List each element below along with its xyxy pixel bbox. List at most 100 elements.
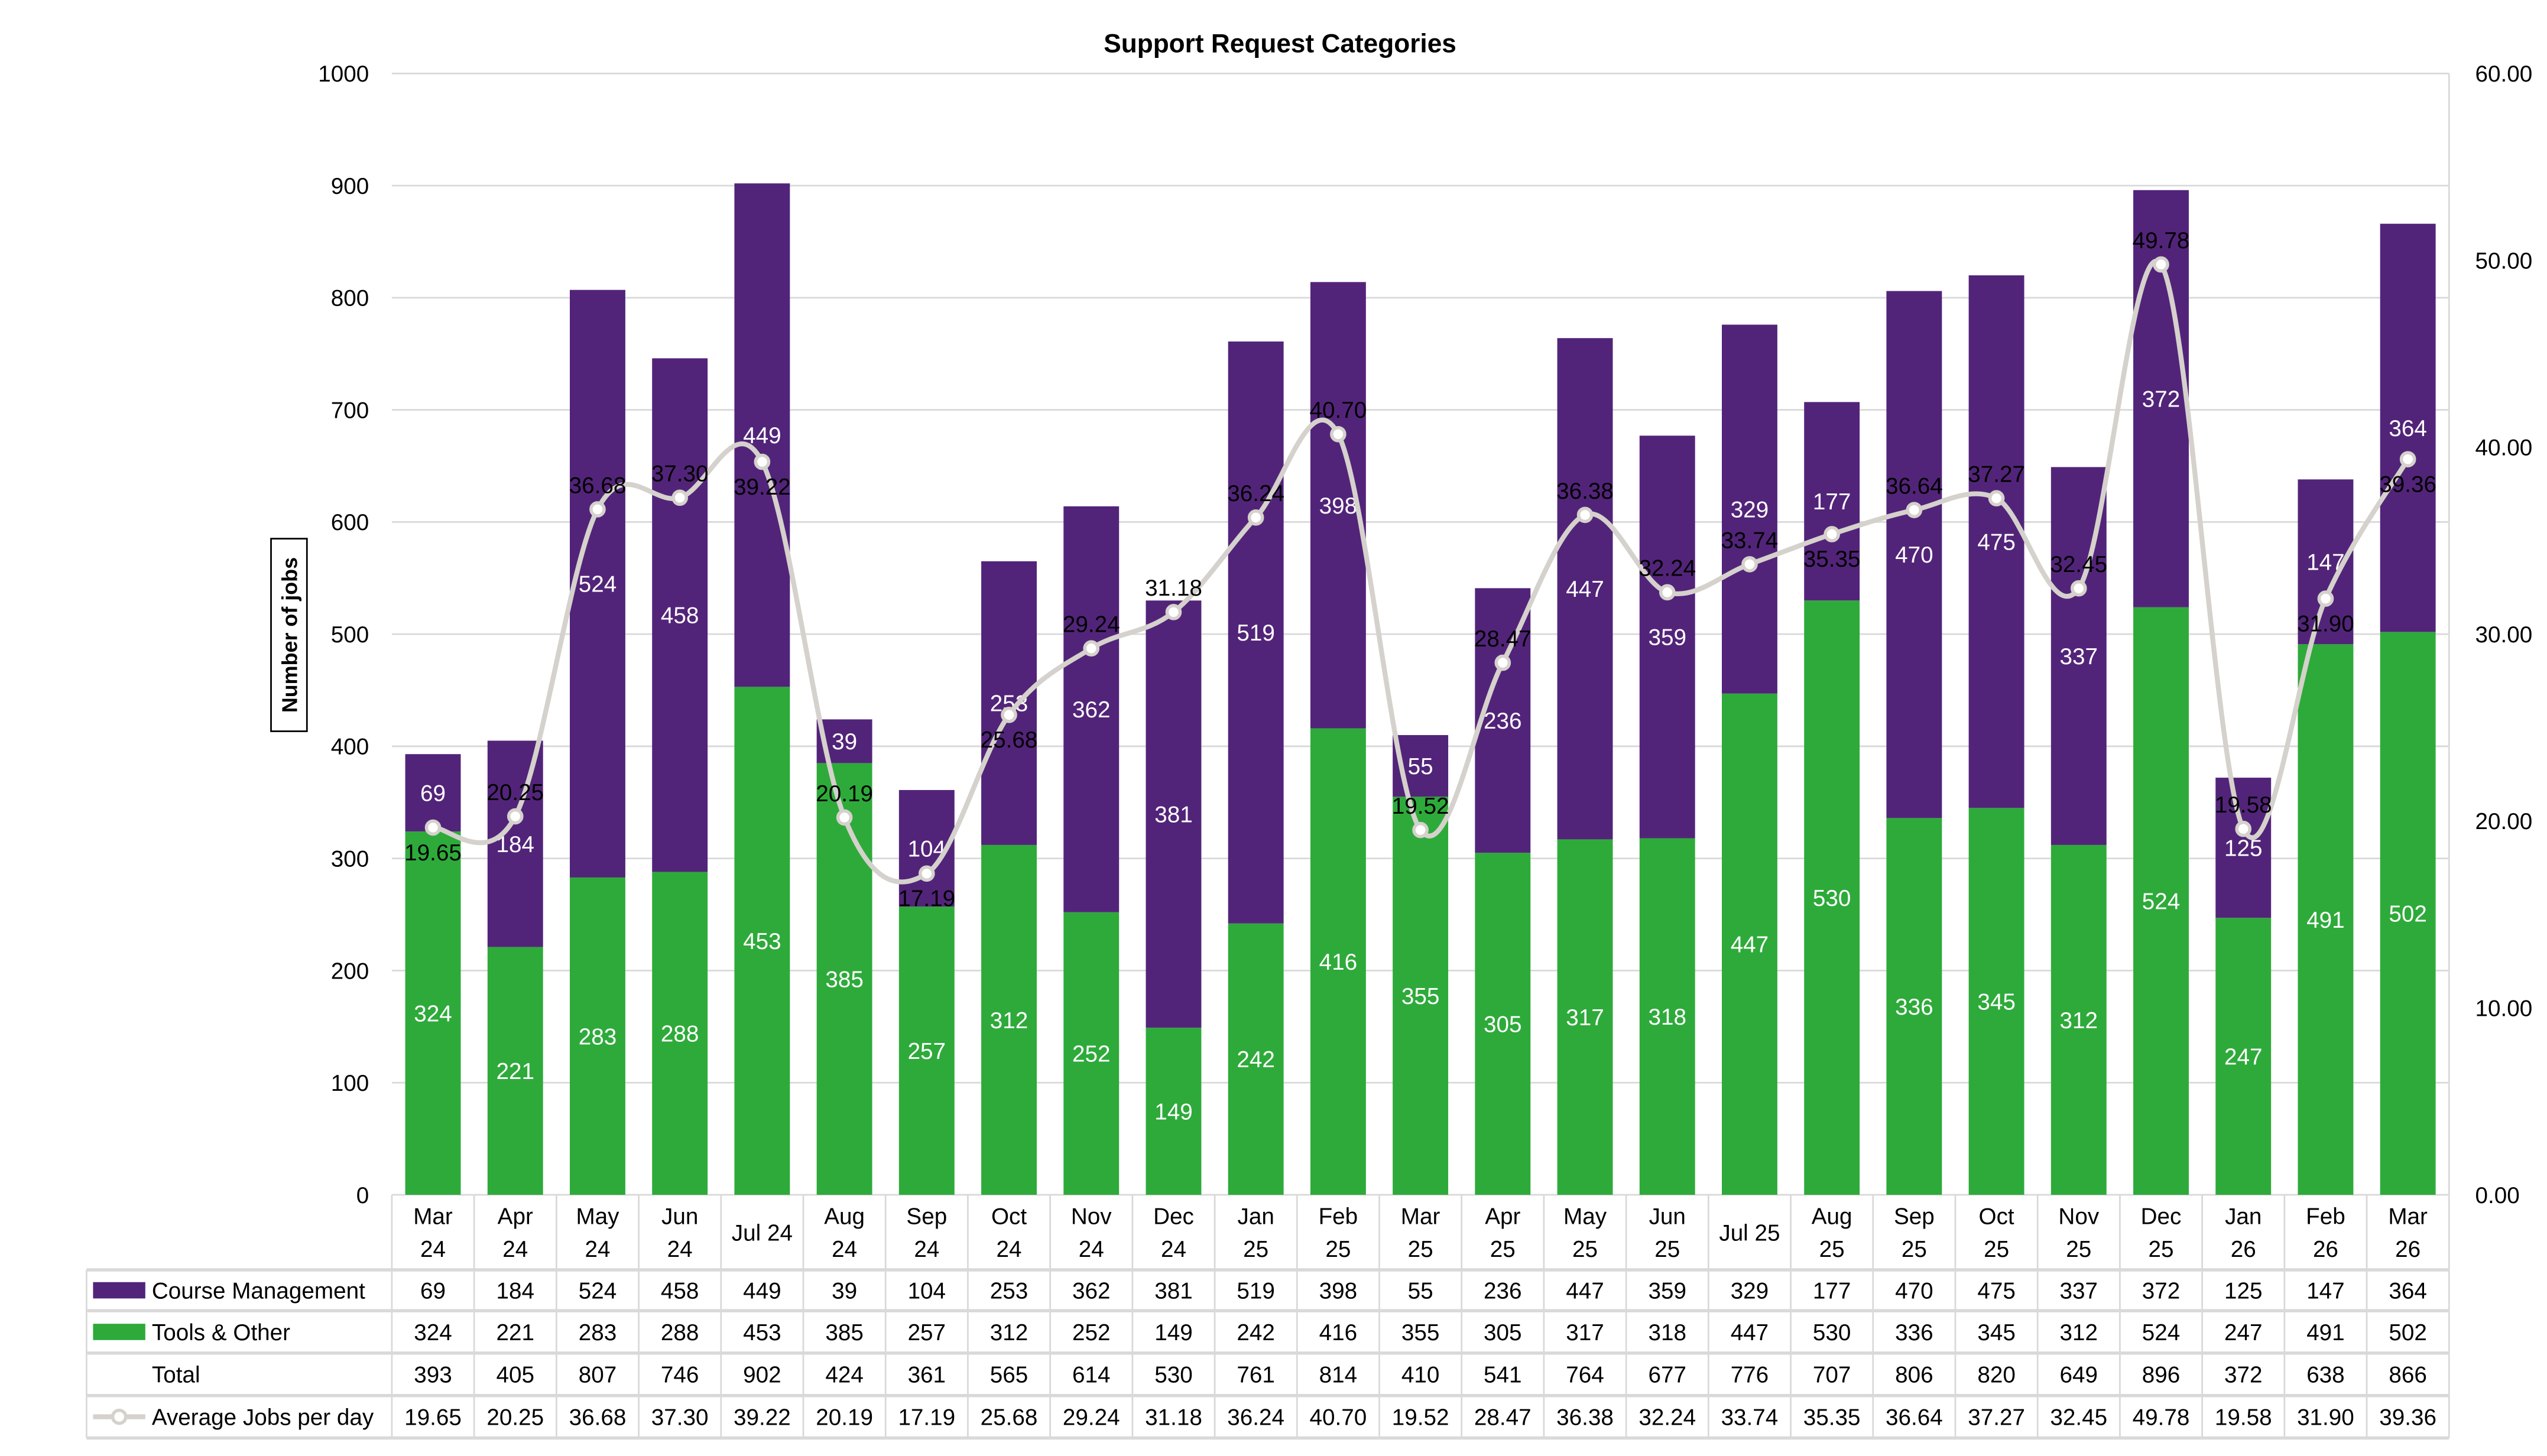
average-point: [1165, 604, 1182, 620]
table-cell: 385: [825, 1320, 864, 1346]
category-label: Mar: [1401, 1204, 1440, 1230]
bar-label-tools-other: 317: [1566, 1005, 1604, 1031]
category-label: Oct: [1979, 1204, 2014, 1230]
bar-label-tools-other: 149: [1154, 1099, 1193, 1124]
table-cell: 20.25: [486, 1405, 544, 1430]
table-cell: 69: [420, 1278, 446, 1304]
table-cell: 20.19: [816, 1405, 873, 1430]
average-data-label: 19.52: [1392, 794, 1449, 819]
bar-label-tools-other: 312: [2060, 1008, 2098, 1034]
table-cell: 184: [496, 1278, 534, 1304]
average-data-label: 39.22: [734, 474, 791, 500]
table-cell: 125: [2224, 1278, 2263, 1304]
y-tick-label: 400: [331, 734, 369, 760]
bar-tools-other: [1228, 923, 1284, 1195]
table-cell: 381: [1154, 1278, 1193, 1304]
category-label: 25: [1984, 1237, 2009, 1262]
table-cell: 28.47: [1474, 1405, 1532, 1430]
table-cell: 491: [2306, 1320, 2345, 1346]
bar-tools-other: [898, 906, 955, 1195]
table-cell: 19.52: [1392, 1405, 1449, 1430]
y2-tick-label: 20.00: [2475, 809, 2532, 834]
table-cell: 104: [908, 1278, 946, 1304]
table-cell: 814: [1319, 1363, 1358, 1388]
table-cell: 677: [1648, 1363, 1686, 1388]
y-tick-label: 0: [356, 1183, 369, 1208]
table-cell: 393: [414, 1363, 452, 1388]
bar-tools-other: [1063, 912, 1120, 1195]
table-cell: 147: [2306, 1278, 2345, 1304]
table-cell: 337: [2060, 1278, 2098, 1304]
bar-tools-other: [734, 687, 790, 1195]
table-cell: 806: [1895, 1363, 1933, 1388]
average-point: [507, 808, 524, 825]
bar-label-course-management: 329: [1731, 497, 1769, 522]
average-data-label: 25.68: [981, 727, 1038, 753]
category-label: Jun: [1649, 1204, 1686, 1230]
average-data-label: 33.74: [1721, 528, 1779, 553]
legend-swatch: [93, 1282, 145, 1299]
bar-label-tools-other: 288: [661, 1022, 699, 1047]
bar-tools-other: [652, 872, 708, 1195]
category-label: Jan: [2225, 1204, 2262, 1230]
bar-label-course-management: 372: [2142, 386, 2181, 412]
y-tick-label: 1000: [318, 61, 369, 87]
category-label: 24: [1079, 1237, 1104, 1262]
table-cell: 638: [2306, 1363, 2345, 1388]
average-data-label: 20.19: [816, 781, 873, 807]
category-label: Jun: [661, 1204, 698, 1230]
table-cell: 524: [579, 1278, 617, 1304]
bar-tools-other: [1557, 839, 1613, 1195]
bar-tools-other: [1475, 853, 1531, 1195]
table-cell: 283: [579, 1320, 617, 1346]
bar-tools-other: [2215, 918, 2272, 1195]
category-label: 24: [997, 1237, 1022, 1262]
average-data-label: 37.30: [651, 462, 709, 487]
table-cell: 761: [1237, 1363, 1275, 1388]
bar-label-tools-other: 355: [1401, 984, 1440, 1009]
average-data-label: 36.38: [1556, 479, 1614, 504]
y-tick-label: 300: [331, 847, 369, 872]
bar-label-course-management: 125: [2224, 836, 2263, 861]
table-cell: 324: [414, 1320, 452, 1346]
y-tick-label: 700: [331, 398, 369, 423]
table-cell: 447: [1566, 1278, 1604, 1304]
table-cell: 39.36: [2379, 1405, 2436, 1430]
bar-label-course-management: 364: [2389, 416, 2426, 441]
table-cell: 372: [2142, 1278, 2181, 1304]
y2-tick-label: 0.00: [2475, 1183, 2519, 1208]
average-point: [1824, 526, 1840, 542]
bar-label-course-management: 381: [1154, 802, 1193, 828]
table-cell: 896: [2142, 1363, 2181, 1388]
category-label: 25: [1654, 1237, 1680, 1262]
bar-label-tools-other: 242: [1237, 1047, 1275, 1072]
table-cell: 305: [1484, 1320, 1522, 1346]
category-label: Apr: [498, 1204, 533, 1230]
bar-tools-other: [1804, 600, 1860, 1195]
table-cell: 149: [1154, 1320, 1193, 1346]
legend-label: Total: [152, 1363, 200, 1388]
table-cell: 247: [2224, 1320, 2263, 1346]
category-label: Sep: [906, 1204, 947, 1230]
bar-label-course-management: 359: [1648, 625, 1686, 651]
bar-course-management: [570, 290, 625, 878]
category-label: 25: [1490, 1237, 1516, 1262]
bar-course-management: [1475, 588, 1531, 853]
table-cell: 470: [1895, 1278, 1933, 1304]
table-cell: 31.18: [1145, 1405, 1202, 1430]
category-label: 26: [2395, 1237, 2421, 1262]
bar-course-management: [2215, 778, 2272, 918]
bar-tools-other: [2050, 844, 2107, 1195]
category-label: Mar: [413, 1204, 453, 1230]
category-label: 24: [914, 1237, 939, 1262]
table-cell: 519: [1237, 1278, 1275, 1304]
y-tick-label: 800: [331, 286, 369, 311]
category-label: May: [1563, 1204, 1607, 1230]
table-cell: 29.24: [1063, 1405, 1120, 1430]
bar-label-tools-other: 530: [1813, 886, 1851, 911]
table-cell: 55: [1408, 1278, 1433, 1304]
average-point: [836, 809, 853, 826]
table-cell: 902: [743, 1363, 781, 1388]
table-cell: 25.68: [981, 1405, 1038, 1430]
